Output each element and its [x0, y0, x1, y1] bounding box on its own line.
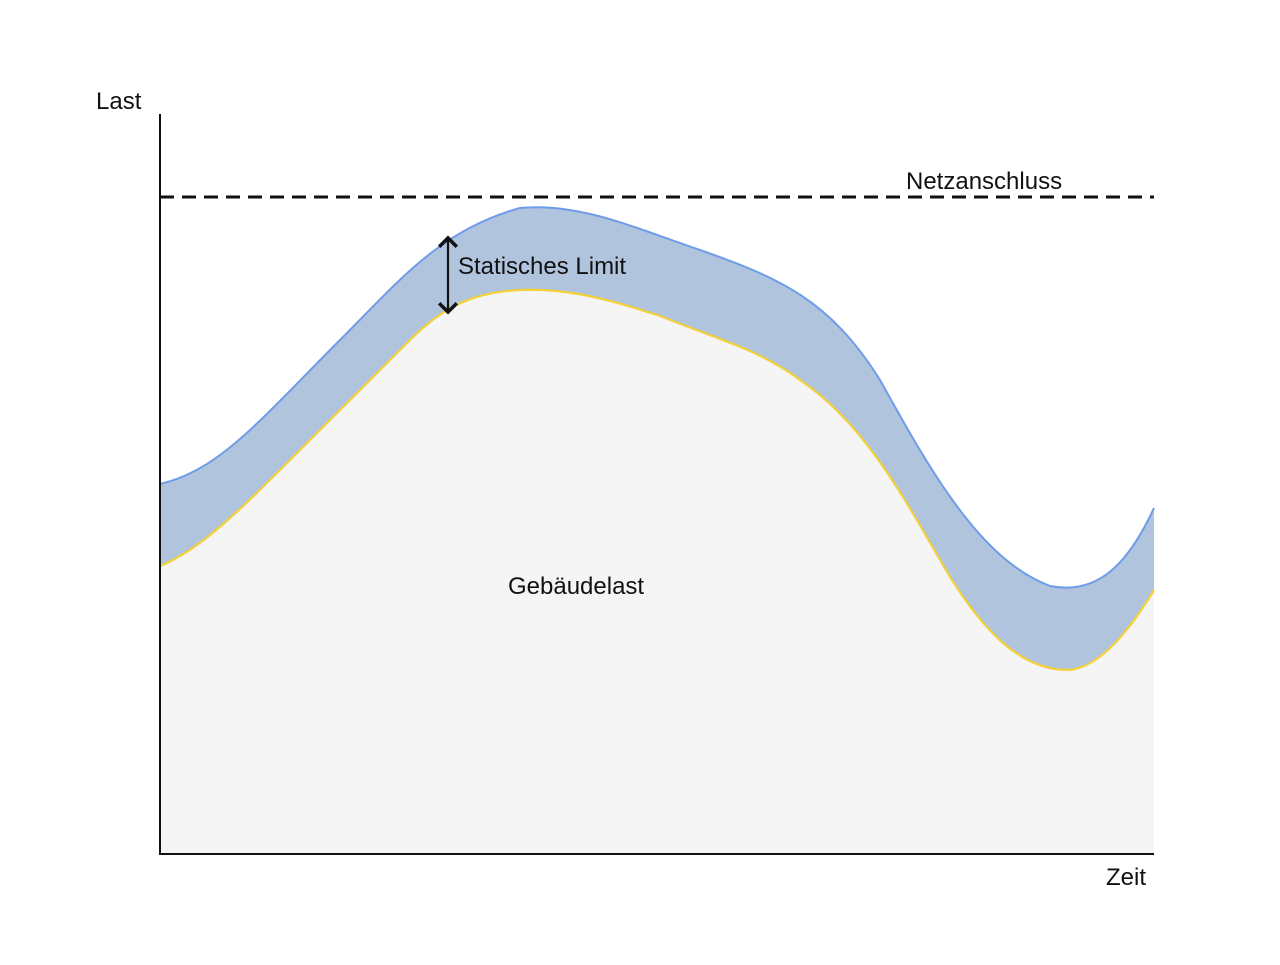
- static-limit-line: [159, 206, 1155, 589]
- building-load-area: [160, 289, 1154, 854]
- static-limit-band: [160, 207, 1154, 670]
- grid-connection-label: Netzanschluss: [906, 168, 1062, 195]
- static-limit-label: Statisches Limit: [458, 253, 626, 280]
- y-axis-label: Last: [96, 88, 142, 115]
- x-axis-label: Zeit: [1106, 864, 1146, 891]
- building-load-label: Gebäudelast: [508, 573, 644, 600]
- building-load-line: [159, 288, 1155, 672]
